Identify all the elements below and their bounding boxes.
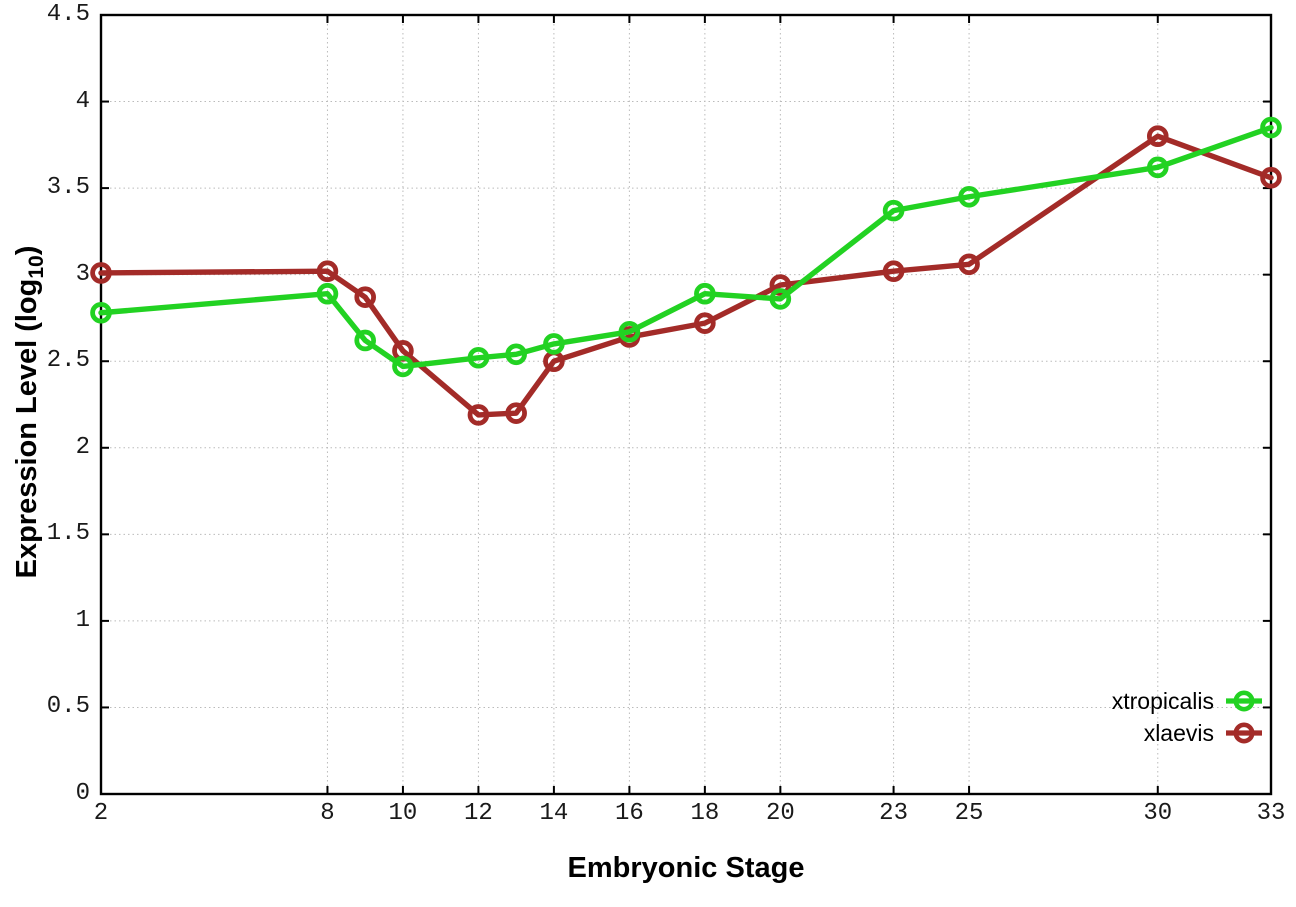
data-point-xtropicalis xyxy=(1146,156,1169,179)
data-point-xtropicalis xyxy=(543,333,565,355)
y-axis-title-subscript: 10 xyxy=(25,255,48,279)
y-tick-label: 4 xyxy=(75,88,90,115)
data-point-xtropicalis xyxy=(618,320,641,343)
legend-label-xtropicalis: xtropicalis xyxy=(1111,687,1214,714)
data-point-xtropicalis xyxy=(90,301,112,324)
y-tick-label: 2.5 xyxy=(46,347,90,374)
y-tick-label: 1 xyxy=(75,607,90,634)
y-tick-label: 3 xyxy=(75,261,90,288)
x-tick-label: 33 xyxy=(1256,800,1286,827)
y-axis-title-close: ) xyxy=(11,245,43,256)
legend: xtropicalis xlaevis xyxy=(1112,686,1264,748)
data-point-xtropicalis xyxy=(316,282,339,305)
x-tick-label: 2 xyxy=(93,800,109,827)
data-point-xlaevis xyxy=(958,253,980,276)
data-point-xlaevis xyxy=(467,404,490,426)
series-line-xtropicalis xyxy=(98,124,1274,370)
y-axis-title-text: Expression Level (log xyxy=(11,278,43,579)
data-point-xtropicalis xyxy=(882,199,905,222)
x-tick-label: 14 xyxy=(539,800,569,827)
data-point-xlaevis xyxy=(882,260,905,283)
legend-item-xlaevis: xlaevis xyxy=(1144,718,1264,748)
data-point-xtropicalis xyxy=(1260,116,1282,139)
data-point-xlaevis xyxy=(316,260,339,283)
x-tick-label: 10 xyxy=(388,800,418,827)
data-point-xlaevis xyxy=(505,402,527,424)
data-point-xtropicalis xyxy=(694,282,716,305)
data-point-xlaevis xyxy=(90,262,112,284)
legend-label-xlaevis: xlaevis xyxy=(1143,719,1214,746)
data-point-xtropicalis xyxy=(958,185,980,208)
x-tick-label: 23 xyxy=(879,800,908,827)
x-tick-label: 30 xyxy=(1143,800,1173,827)
plot-border xyxy=(99,13,1273,796)
data-point-xlaevis xyxy=(694,312,716,334)
data-point-xtropicalis xyxy=(769,288,792,310)
data-point-xlaevis xyxy=(769,274,792,296)
data-point-xtropicalis xyxy=(467,346,490,369)
y-tick-label: 3.5 xyxy=(46,174,90,201)
x-tick-label: 12 xyxy=(464,800,493,827)
x-tick-label: 20 xyxy=(765,800,795,827)
data-point-xlaevis xyxy=(354,286,376,308)
xtropicalis-line-sample-icon xyxy=(1226,690,1262,712)
data-point-xlaevis xyxy=(1146,125,1169,147)
y-tick-label: 1.5 xyxy=(46,520,90,547)
data-point-xtropicalis xyxy=(354,329,376,352)
data-point-xtropicalis xyxy=(392,355,414,378)
data-point-xlaevis xyxy=(1260,166,1282,189)
series-line-xlaevis xyxy=(98,133,1274,418)
xlaevis-line-sample-icon xyxy=(1226,722,1262,744)
x-axis-title: Embryonic Stage xyxy=(567,852,805,884)
y-tick-label: 0.5 xyxy=(46,693,90,720)
y-tick-label: 2 xyxy=(75,434,90,461)
x-tick-label: 16 xyxy=(614,800,644,827)
y-tick-label: 0 xyxy=(75,780,90,807)
legend-item-xtropicalis: xtropicalis xyxy=(1112,686,1264,716)
y-axis-title: Expression Level (log10) xyxy=(11,246,49,579)
data-point-xtropicalis xyxy=(505,343,527,366)
x-tick-label: 18 xyxy=(690,800,720,827)
x-tick-label: 8 xyxy=(320,800,335,827)
y-tick-label: 4.5 xyxy=(46,1,90,28)
x-tick-label: 25 xyxy=(954,800,984,827)
